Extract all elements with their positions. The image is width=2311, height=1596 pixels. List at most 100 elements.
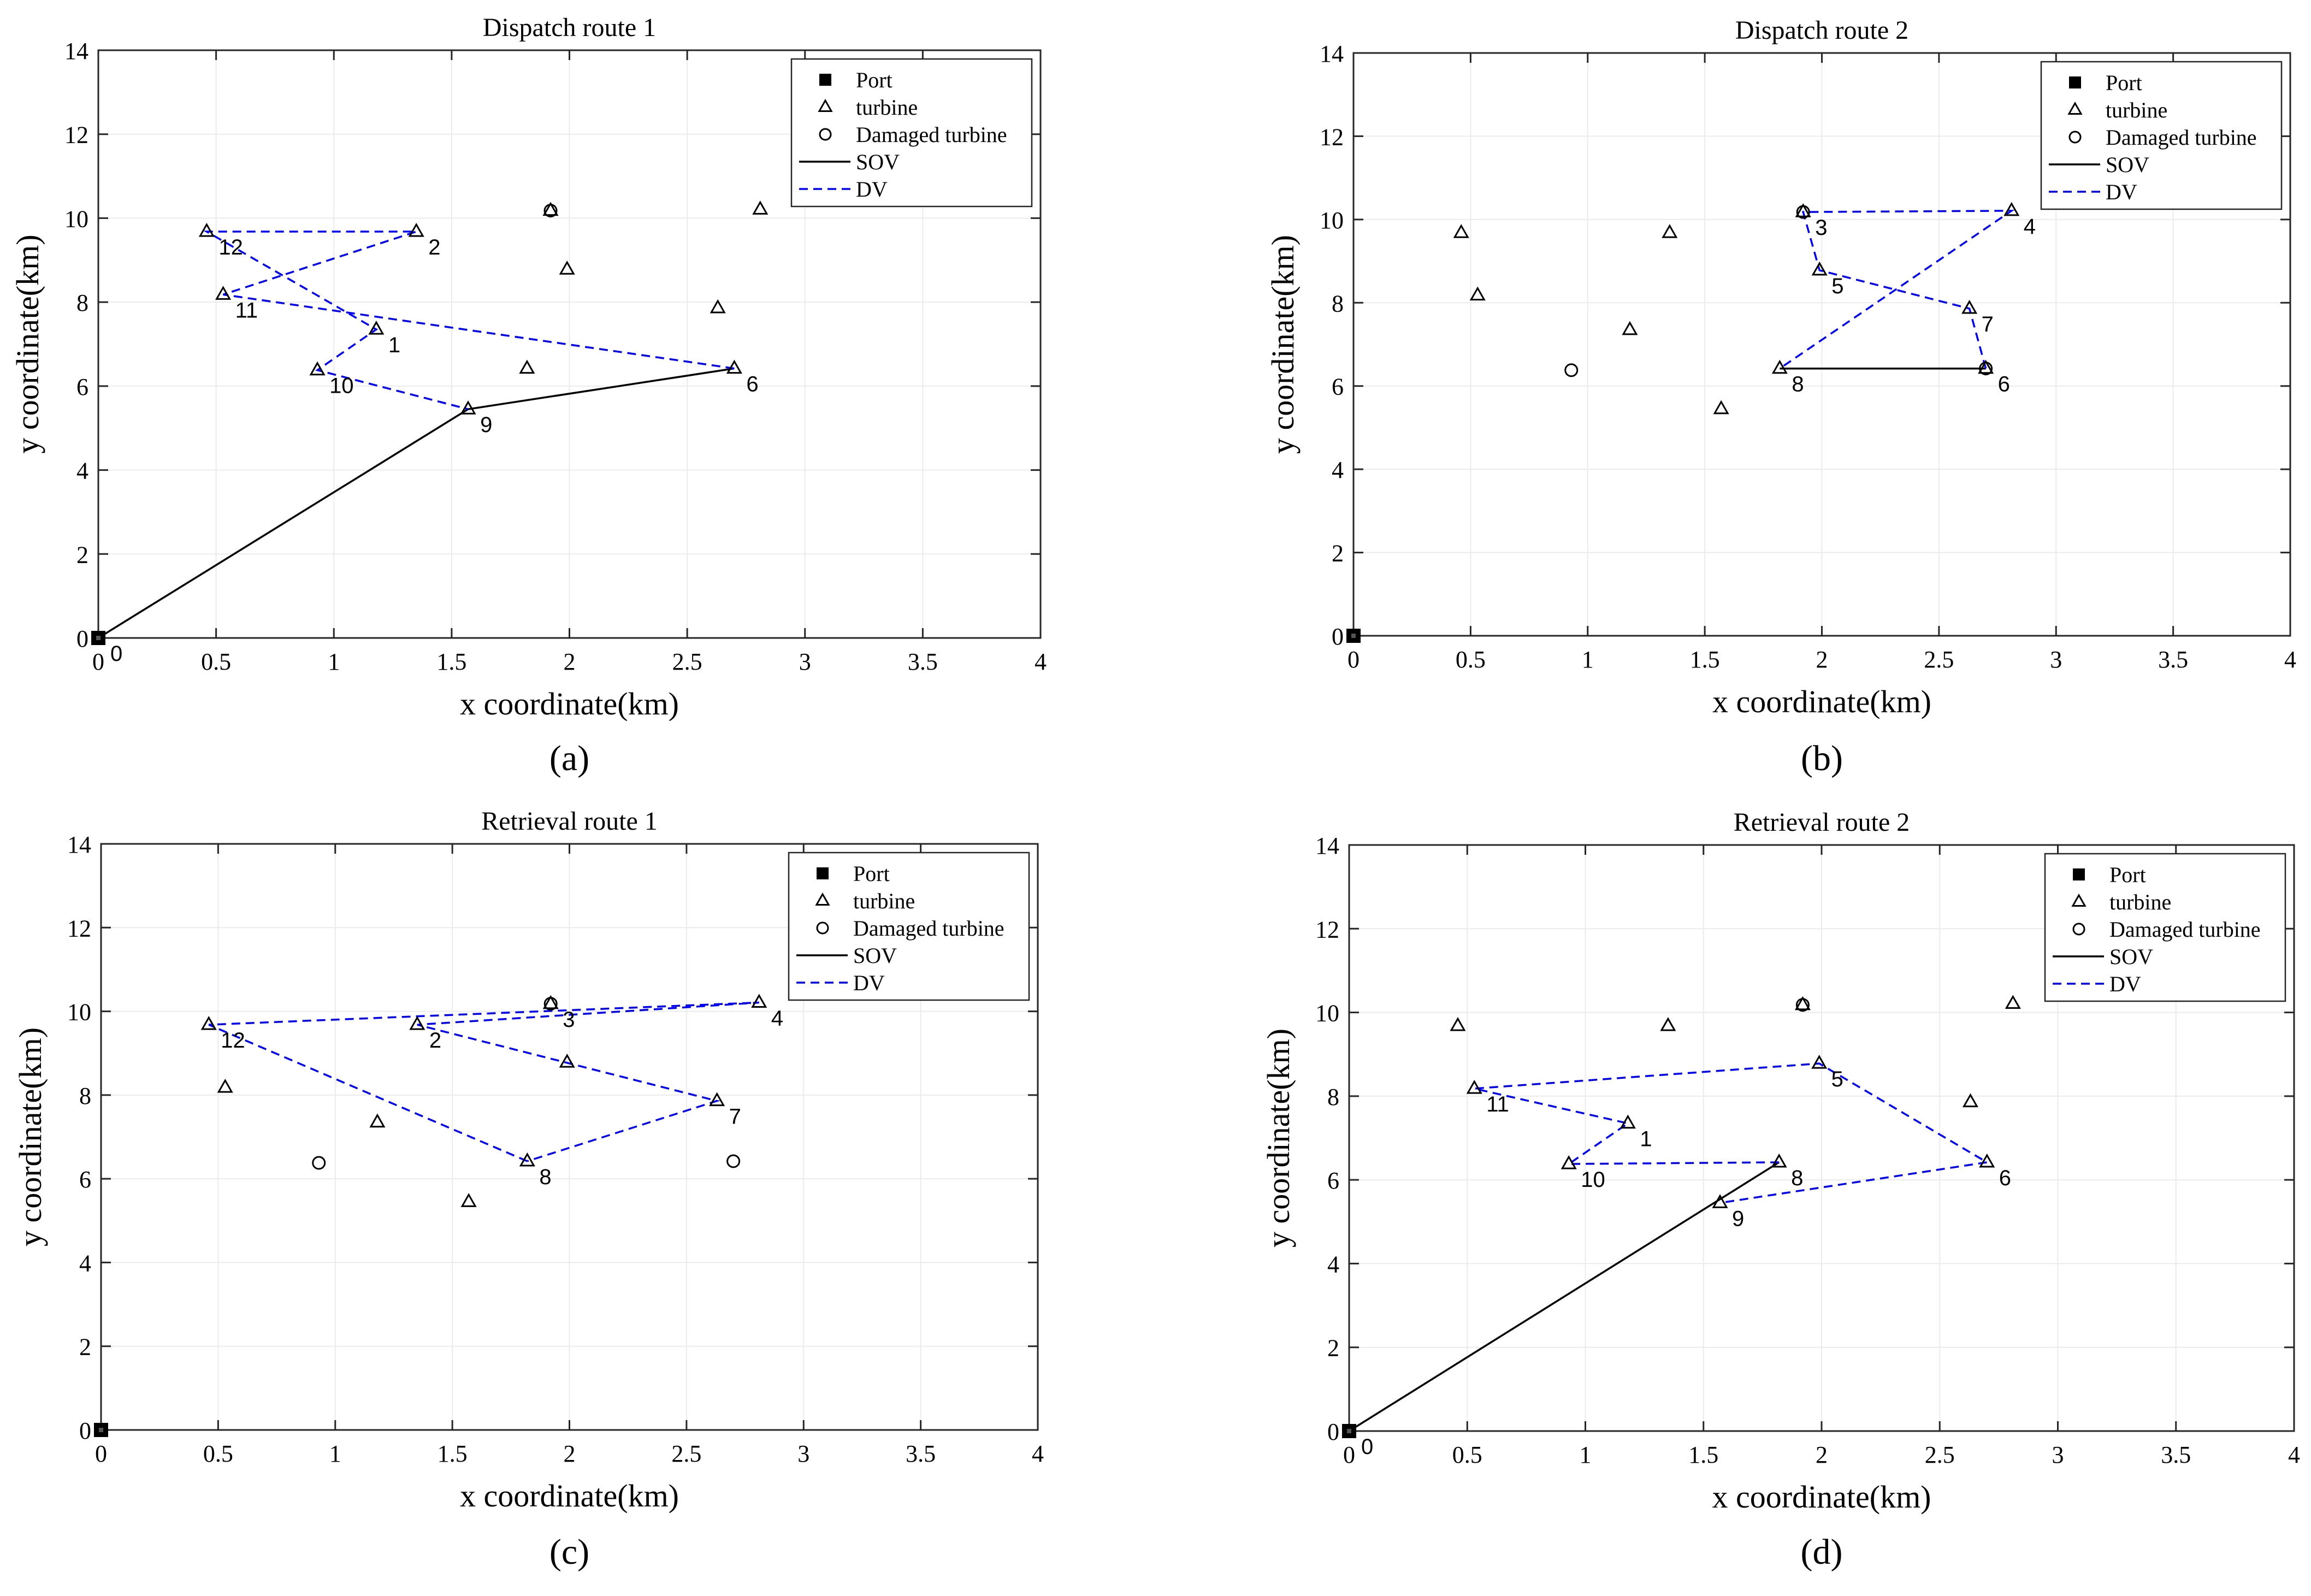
y-tick-label: 0 bbox=[76, 625, 88, 652]
y-tick-label: 2 bbox=[76, 541, 88, 568]
node-label: 10 bbox=[329, 374, 354, 398]
turbine-marker bbox=[460, 1193, 477, 1207]
legend-label: Damaged turbine bbox=[856, 122, 1007, 147]
x-tick-label: 1.5 bbox=[1688, 1441, 1718, 1468]
y-tick-label: 12 bbox=[1320, 123, 1344, 150]
node-label: 2 bbox=[428, 235, 440, 259]
port-marker-inner bbox=[1347, 1429, 1351, 1433]
x-tick-label: 1.5 bbox=[438, 1440, 468, 1467]
chart-title: Dispatch route 1 bbox=[483, 13, 656, 42]
legend-damaged-swatch bbox=[2072, 923, 2085, 936]
dv-route-line bbox=[1779, 210, 2015, 370]
turbine-marker bbox=[1771, 359, 1788, 374]
y-tick-label: 10 bbox=[64, 205, 88, 232]
x-axis-label: x coordinate(km) bbox=[460, 686, 679, 722]
x-tick-label: 4 bbox=[1035, 648, 1047, 675]
panel-caption: (a) bbox=[549, 738, 589, 778]
node-label: 1 bbox=[388, 333, 400, 357]
x-axis-label: x coordinate(km) bbox=[1712, 684, 1931, 719]
legend-damaged-swatch bbox=[2068, 131, 2082, 144]
x-tick-label: 3.5 bbox=[2158, 646, 2188, 673]
turbine-marker bbox=[559, 1054, 575, 1068]
node-label: 4 bbox=[771, 1006, 783, 1030]
legend-port-swatch bbox=[817, 867, 829, 879]
y-tick-label: 0 bbox=[1332, 623, 1344, 650]
y-tick-label: 8 bbox=[79, 1083, 91, 1109]
x-tick-label: 4 bbox=[2284, 646, 2296, 673]
legend-turbine-swatch bbox=[2067, 101, 2083, 115]
x-tick-label: 0.5 bbox=[1456, 646, 1486, 673]
x-tick-label: 3.5 bbox=[906, 1440, 936, 1467]
turbine-marker bbox=[751, 994, 767, 1008]
y-tick-label: 12 bbox=[1315, 916, 1339, 943]
node-label: 6 bbox=[1998, 373, 2010, 397]
damaged-turbine-marker bbox=[726, 1154, 741, 1168]
x-tick-label: 1.5 bbox=[1690, 646, 1720, 673]
x-tick-label: 1 bbox=[1580, 1441, 1592, 1468]
panel-caption: (b) bbox=[1801, 738, 1843, 778]
node-label: 8 bbox=[1791, 1166, 1803, 1190]
turbine-marker bbox=[1794, 996, 1811, 1010]
legend-label: Port bbox=[2106, 70, 2142, 95]
y-tick-label: 8 bbox=[1332, 290, 1344, 317]
turbine-marker bbox=[1622, 321, 1638, 335]
legend-label: turbine bbox=[2106, 98, 2167, 122]
node-label: 8 bbox=[539, 1165, 551, 1189]
x-tick-label: 0.5 bbox=[203, 1440, 233, 1467]
x-tick-label: 4 bbox=[2288, 1441, 2300, 1468]
node-label: 3 bbox=[1815, 216, 1827, 240]
damaged-turbine-marker bbox=[543, 204, 558, 218]
sov-route-line bbox=[1349, 1161, 1780, 1432]
x-tick-label: 2 bbox=[1816, 646, 1828, 673]
turbine-marker bbox=[1811, 1055, 1828, 1069]
turbine-marker bbox=[710, 299, 726, 314]
x-tick-label: 2 bbox=[564, 648, 576, 675]
legend-label: SOV bbox=[853, 943, 897, 968]
node-label: 3 bbox=[563, 1008, 575, 1032]
x-tick-label: 0 bbox=[1343, 1441, 1355, 1468]
damaged-turbine-marker bbox=[543, 997, 558, 1011]
turbine-marker bbox=[542, 202, 559, 216]
legend-label: DV bbox=[856, 177, 888, 202]
node-label: 7 bbox=[1982, 312, 1994, 336]
y-tick-label: 2 bbox=[1332, 540, 1344, 567]
y-tick-label: 4 bbox=[76, 458, 88, 484]
dv-route-line bbox=[203, 230, 735, 410]
damaged-turbine-marker bbox=[1564, 363, 1579, 377]
damaged-turbine-marker bbox=[312, 1156, 326, 1170]
turbine-marker bbox=[1662, 224, 1678, 238]
x-tick-label: 0.5 bbox=[1452, 1441, 1482, 1468]
node-label: 2 bbox=[429, 1028, 441, 1053]
x-tick-label: 3 bbox=[797, 1440, 809, 1467]
y-tick-label: 14 bbox=[67, 831, 91, 858]
legend-label: DV bbox=[2106, 180, 2137, 204]
node-label: 6 bbox=[746, 373, 758, 397]
x-tick-label: 2.5 bbox=[1925, 1441, 1955, 1468]
port-marker-inner bbox=[96, 636, 101, 640]
x-tick-label: 1 bbox=[329, 1440, 341, 1467]
x-tick-label: 2 bbox=[1816, 1441, 1828, 1468]
turbine-marker bbox=[200, 1016, 217, 1030]
y-tick-label: 14 bbox=[1315, 832, 1339, 859]
node-label: 7 bbox=[729, 1105, 741, 1129]
damaged-turbine-marker bbox=[1795, 998, 1810, 1012]
node-label: 12 bbox=[218, 235, 243, 259]
turbine-marker bbox=[1961, 299, 1978, 314]
y-tick-label: 2 bbox=[1327, 1335, 1339, 1362]
y-tick-label: 2 bbox=[79, 1334, 91, 1361]
port-marker-inner bbox=[99, 1428, 103, 1432]
x-axis-label: x coordinate(km) bbox=[1712, 1479, 1931, 1515]
turbine-marker bbox=[1962, 1093, 1979, 1108]
node-label: 11 bbox=[1486, 1092, 1509, 1116]
turbine-marker bbox=[368, 321, 385, 335]
legend-box bbox=[790, 58, 1033, 208]
turbine-marker bbox=[1469, 286, 1486, 301]
y-tick-label: 4 bbox=[79, 1250, 91, 1276]
turbine-marker bbox=[519, 359, 535, 374]
turbine-marker bbox=[1660, 1017, 1676, 1031]
legend-label: Damaged turbine bbox=[853, 916, 1004, 941]
